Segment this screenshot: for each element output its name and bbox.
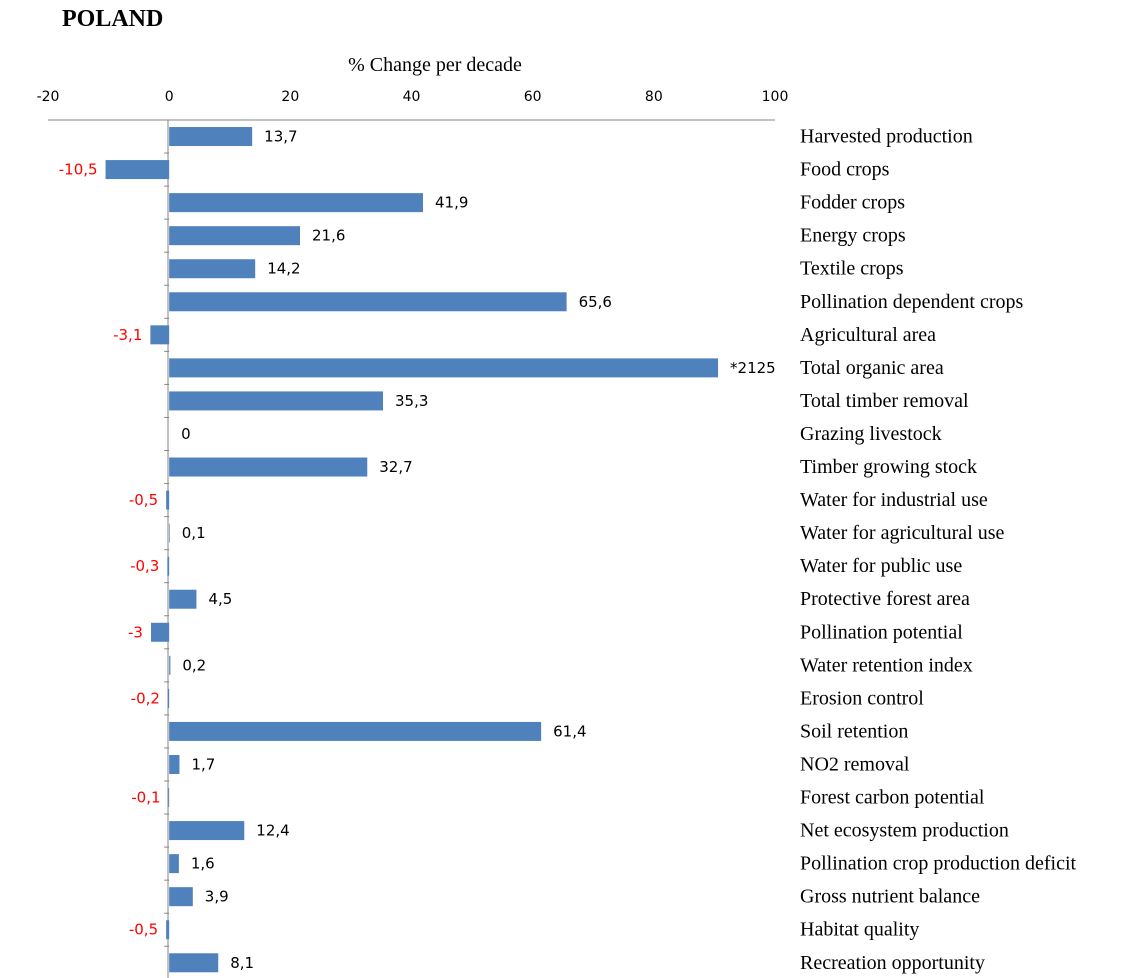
category-label: Food crops: [800, 159, 890, 181]
bar-value-label: 61,4: [553, 722, 586, 740]
bar-value-label: 13,7: [264, 128, 297, 146]
category-label: Net ecosystem production: [800, 820, 1009, 842]
category-label: NO2 removal: [800, 753, 910, 775]
bar: [169, 721, 542, 741]
bar-value-label: 14,2: [267, 260, 300, 278]
bar: [168, 788, 170, 808]
x-tick-label: 20: [281, 89, 299, 105]
category-label: Total organic area: [800, 357, 944, 379]
category-label: Gross nutrient balance: [800, 886, 980, 908]
category-label: Protective forest area: [800, 588, 970, 610]
category-label: Water retention index: [800, 654, 973, 676]
bar-value-label: -3,1: [113, 326, 142, 344]
bar-value-label: 65,6: [579, 293, 612, 311]
bar-value-label: 8,1: [230, 954, 254, 972]
bar-value-label: 4,5: [208, 590, 232, 608]
bar: [150, 622, 170, 642]
bar: [169, 259, 256, 279]
x-tick-label: 40: [403, 89, 421, 105]
category-label: Soil retention: [800, 720, 908, 742]
bar: [166, 920, 170, 940]
bar: [169, 854, 179, 874]
bar-value-label: 3,9: [205, 888, 229, 906]
bar-value-label: 35,3: [395, 392, 428, 410]
bar: [169, 655, 171, 675]
category-label: Agricultural area: [800, 324, 936, 346]
bar: [169, 127, 253, 147]
chart-title: POLAND: [62, 6, 164, 32]
bar: [150, 325, 170, 345]
category-label: Grazing livestock: [800, 423, 942, 445]
bar-value-label: *2125: [730, 359, 776, 377]
bar-value-label: 32,7: [379, 458, 412, 476]
bar: [169, 523, 170, 543]
bar: [169, 754, 180, 774]
bar-value-label: -10,5: [59, 161, 98, 179]
category-label: Harvested production: [800, 126, 973, 148]
category-label: Recreation opportunity: [800, 952, 985, 974]
bar: [169, 457, 368, 477]
category-label: Total timber removal: [800, 390, 969, 412]
category-label: Pollination crop production deficit: [800, 853, 1076, 875]
x-tick-label: 0: [165, 89, 174, 105]
x-axis-ticks: -20 0 20 40 60 80 100: [37, 89, 789, 105]
bar: [169, 292, 567, 312]
bar-value-label: 21,6: [312, 227, 345, 245]
category-label: Water for agricultural use: [800, 522, 1005, 544]
value-labels-group: 13,7 -10,5 41,9 21,6 14,2 65,6 -3,1 *2125 35,3 0 3…: [59, 128, 776, 972]
category-labels-group: Harvested production Food crops Fodder cro…: [800, 126, 1076, 974]
category-label: Fodder crops: [800, 192, 905, 214]
bar: [169, 358, 719, 378]
bar-value-label: -0,5: [129, 491, 158, 509]
bar: [169, 589, 197, 609]
bar: [169, 887, 193, 907]
bar-value-label: -0,3: [130, 557, 159, 575]
bar: [167, 556, 170, 576]
bar: [169, 193, 424, 213]
category-label: Water for industrial use: [800, 489, 988, 511]
category-label: Habitat quality: [800, 919, 919, 941]
category-label: Timber growing stock: [800, 456, 977, 478]
y-axis-ticks: [164, 119, 170, 947]
bar-value-label: 1,6: [191, 855, 215, 873]
x-tick-label: 60: [524, 89, 542, 105]
bar: [169, 953, 219, 973]
x-axis-title: % Change per decade: [348, 54, 522, 76]
bar-value-label: 0,1: [182, 524, 206, 542]
category-label: Pollination dependent crops: [800, 291, 1024, 313]
category-label: Textile crops: [800, 258, 904, 280]
bar: [166, 490, 170, 510]
bar: [105, 160, 170, 180]
bar-value-label: -0,1: [131, 789, 160, 807]
bar-value-label: 0: [181, 425, 191, 443]
category-label: Forest carbon potential: [800, 787, 985, 809]
category-label: Erosion control: [800, 687, 924, 709]
bar-value-label: 1,7: [191, 755, 215, 773]
bar-value-label: 41,9: [435, 194, 468, 212]
x-tick-label: -20: [37, 89, 60, 105]
x-tick-label: 80: [645, 89, 663, 105]
bar-value-label: 0,2: [182, 656, 206, 674]
x-tick-label: 100: [762, 89, 789, 105]
bar: [169, 391, 384, 411]
category-label: Water for public use: [800, 555, 962, 577]
bar: [167, 688, 170, 708]
bar-value-label: -0,2: [131, 689, 160, 707]
bar-value-label: 12,4: [256, 822, 289, 840]
category-label: Energy crops: [800, 225, 906, 247]
bars-group: [105, 127, 719, 973]
bar-value-label: -3: [128, 623, 143, 641]
bar-value-label: -0,5: [129, 921, 158, 939]
bar: [169, 821, 245, 841]
category-label: Pollination potential: [800, 621, 963, 643]
bar: [169, 226, 301, 246]
